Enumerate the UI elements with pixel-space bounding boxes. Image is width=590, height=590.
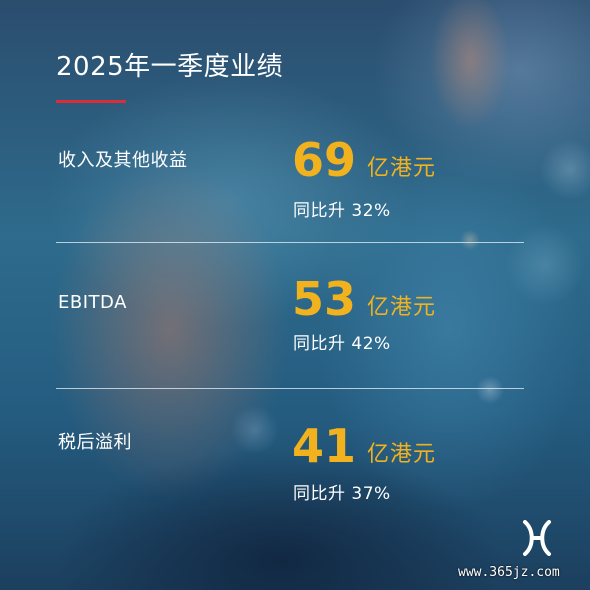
hkex-logo-icon: [523, 520, 551, 556]
metric-label: EBITDA: [58, 292, 127, 313]
metric-value: 41: [292, 419, 357, 473]
metric-unit: 亿港元: [367, 442, 437, 467]
metric-growth: 同比升 37%: [293, 484, 391, 504]
metric-unit: 亿港元: [367, 156, 437, 181]
row-divider: [56, 242, 524, 243]
metric-value: 69: [292, 133, 357, 187]
metric-growth: 同比升 32%: [293, 201, 391, 221]
metric-unit: 亿港元: [367, 295, 437, 320]
title-underline: [56, 100, 126, 103]
metric-label: 税后溢利: [58, 432, 132, 453]
site-watermark: www.365jz.com: [458, 565, 560, 580]
metric-value: 53: [292, 272, 357, 326]
row-divider: [56, 388, 524, 389]
metric-growth: 同比升 42%: [293, 334, 391, 354]
metric-label: 收入及其他收益: [58, 150, 188, 171]
card-title: 2025年一季度业绩: [56, 52, 284, 82]
